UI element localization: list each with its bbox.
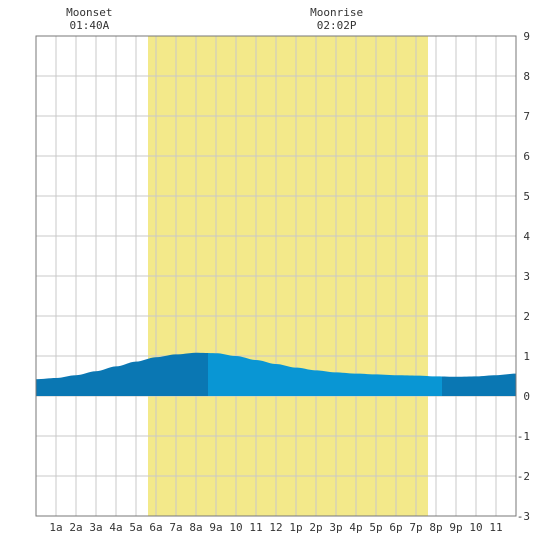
tide-area-segment	[442, 373, 516, 396]
plot-frame	[35, 35, 517, 517]
y-tick-label: 8	[523, 70, 530, 83]
x-tick-label: 7a	[169, 521, 182, 534]
x-tick-label: 5p	[369, 521, 382, 534]
tide-area-segment	[36, 352, 208, 396]
y-tick-label: 3	[523, 270, 530, 283]
x-tick-label: 5a	[129, 521, 142, 534]
y-tick-labels: -3 -2 -1 0 1 2 3 4 5 6 7 8 9	[517, 30, 531, 523]
x-tick-label: 4a	[109, 521, 122, 534]
y-tick-label: 6	[523, 150, 530, 163]
x-tick-label: 10	[469, 521, 482, 534]
y-tick-label: -3	[517, 510, 530, 523]
x-tick-label: 8a	[189, 521, 202, 534]
x-tick-label: 1a	[49, 521, 62, 534]
y-tick-label: -2	[517, 470, 530, 483]
x-tick-labels: 1a 2a 3a 4a 5a 6a 7a 8a 9a 10 11 12 1p 2p 3p 4p 5p 6p 7p 8p…	[49, 521, 502, 534]
moon-event-label: Moonset	[66, 6, 112, 19]
x-tick-label: 12	[269, 521, 282, 534]
grid-lines	[36, 36, 516, 516]
x-tick-label: 6a	[149, 521, 162, 534]
y-tick-label: 0	[523, 390, 530, 403]
x-tick-label: 10	[229, 521, 242, 534]
x-tick-label: 1p	[289, 521, 302, 534]
y-tick-label: 2	[523, 310, 530, 323]
x-tick-label: 6p	[389, 521, 402, 534]
y-tick-label: 4	[523, 230, 530, 243]
x-tick-label: 7p	[409, 521, 422, 534]
moon-event-time: 02:02P	[317, 19, 357, 32]
x-tick-label: 3p	[329, 521, 342, 534]
moon-event-label: Moonrise	[310, 6, 363, 19]
x-tick-label: 8p	[429, 521, 442, 534]
tide-area-segment	[208, 353, 442, 396]
x-tick-label: 2p	[309, 521, 322, 534]
y-tick-label: 1	[523, 350, 530, 363]
y-tick-label: 7	[523, 110, 530, 123]
y-tick-label: 9	[523, 30, 530, 43]
x-tick-label: 11	[489, 521, 502, 534]
x-tick-label: 11	[249, 521, 262, 534]
moon-event-time: 01:40A	[69, 19, 109, 32]
x-tick-label: 3a	[89, 521, 102, 534]
x-tick-label: 4p	[349, 521, 362, 534]
y-tick-label: 5	[523, 190, 530, 203]
x-tick-label: 9a	[209, 521, 222, 534]
x-tick-label: 9p	[449, 521, 462, 534]
tide-area	[36, 352, 516, 396]
x-tick-label: 2a	[69, 521, 82, 534]
y-tick-label: -1	[517, 430, 530, 443]
